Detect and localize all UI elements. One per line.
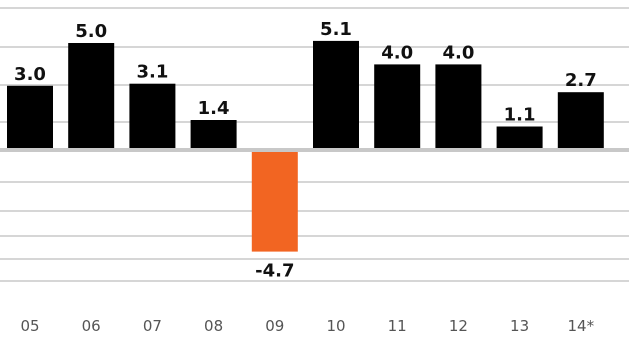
value-labels: 3.0 5.0 3.1 1.4 -4.7 5.1 4.0 4.0 1.1 2.7 [14, 19, 597, 282]
value-label: 3.1 [136, 62, 168, 83]
x-tick-label: 05 [20, 317, 39, 335]
x-tick-label: 14* [568, 317, 595, 335]
bar-07 [129, 83, 176, 150]
value-label: 1.4 [198, 98, 230, 119]
value-label: 5.0 [75, 21, 107, 42]
bar-12 [435, 64, 482, 150]
x-tick-label: 06 [82, 317, 101, 335]
bar-11 [374, 64, 421, 150]
x-tick-label: 09 [265, 317, 284, 335]
value-label: 3.0 [14, 64, 46, 85]
x-tick-label: 12 [449, 317, 468, 335]
x-tick-label: 13 [510, 317, 529, 335]
value-label: 5.1 [320, 19, 352, 40]
bar-05 [7, 85, 53, 150]
bar-06 [68, 43, 115, 150]
bars [7, 40, 604, 252]
value-label: 4.0 [442, 42, 474, 63]
bar-14star [557, 92, 604, 150]
value-label: -4.7 [255, 261, 294, 282]
bar-08 [190, 120, 237, 150]
x-tick-label: 10 [326, 317, 345, 335]
x-tick-label: 07 [143, 317, 162, 335]
bar-10 [313, 40, 359, 150]
x-tick-label: 11 [388, 317, 407, 335]
value-label: 2.7 [565, 70, 597, 91]
bar-13 [496, 126, 543, 150]
x-axis-tick-labels: 05 06 07 08 09 10 11 12 13 14* [20, 317, 594, 335]
value-label: 4.0 [381, 42, 413, 63]
bar-09 [251, 151, 298, 252]
value-label: 1.1 [504, 105, 536, 126]
x-tick-label: 08 [204, 317, 223, 335]
